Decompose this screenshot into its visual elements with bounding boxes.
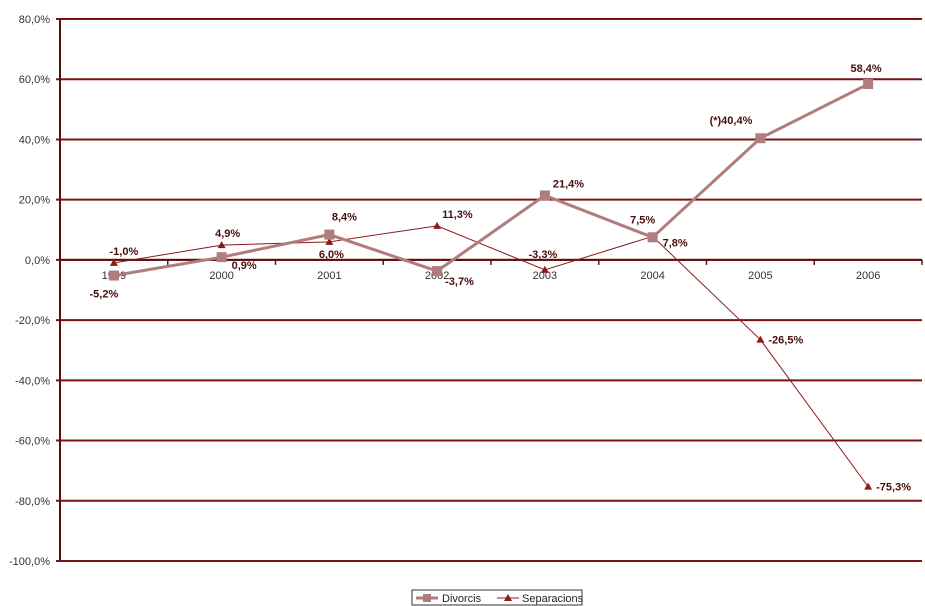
separacions-data-label: -26,5% bbox=[768, 335, 803, 347]
y-tick-label: -100,0% bbox=[9, 556, 50, 568]
divorcis-data-label: 0,9% bbox=[232, 260, 257, 272]
divorcis-point bbox=[324, 229, 335, 240]
y-tick-label: 80,0% bbox=[19, 14, 50, 26]
separacions-data-label: 11,3% bbox=[442, 209, 473, 221]
divorcis-data-label: -3,7% bbox=[445, 276, 474, 288]
separacions-point bbox=[109, 258, 118, 266]
separacions-point bbox=[217, 241, 226, 249]
x-tick-label: 2003 bbox=[533, 270, 557, 282]
data-labels: -5,2% 0,9% 8,4% -3,7% 21,4% 7,5% (*)40,4% 58,4%… bbox=[90, 63, 912, 494]
separacions-data-label: 6,0% bbox=[319, 249, 344, 261]
gridlines bbox=[56, 18, 922, 562]
divorcis-point bbox=[647, 232, 658, 243]
separacions-point bbox=[756, 335, 765, 343]
legend: Divorcis Separacions bbox=[411, 589, 584, 606]
x-tick-label: 2006 bbox=[856, 270, 880, 282]
divorcis-data-label: (*)40,4% bbox=[710, 115, 753, 127]
y-tick-label: 60,0% bbox=[19, 74, 50, 86]
legend-separacions-label: Separacions bbox=[522, 593, 584, 605]
divorcis-point bbox=[108, 270, 119, 281]
y-tick-label: 20,0% bbox=[19, 195, 50, 207]
series-line-divorcis bbox=[113, 82, 869, 278]
separacions-point bbox=[325, 237, 334, 245]
divorcis-data-label: 21,4% bbox=[553, 178, 584, 190]
divorcis-data-label: 58,4% bbox=[851, 63, 882, 75]
y-axis: -100,0% -80,0% -60,0% -40,0% -20,0% 0,0% 20,0%… bbox=[9, 14, 61, 568]
divorcis-point bbox=[432, 266, 443, 277]
divorcis-point bbox=[216, 252, 227, 263]
separacions-point bbox=[864, 482, 873, 490]
y-tick-label: -60,0% bbox=[15, 436, 50, 448]
separacions-point bbox=[433, 221, 442, 229]
y-tick-label: 0,0% bbox=[25, 255, 50, 267]
separacions-point bbox=[540, 265, 549, 273]
y-tick-label: -80,0% bbox=[15, 496, 50, 508]
divorcis-data-label: 8,4% bbox=[332, 212, 357, 224]
divorcis-point bbox=[755, 133, 766, 144]
legend-divorcis-label: Divorcis bbox=[442, 593, 482, 605]
legend-separacions-marker bbox=[504, 594, 512, 601]
divorcis-point bbox=[539, 190, 550, 201]
x-tick-label: 2000 bbox=[209, 270, 233, 282]
y-tick-label: 40,0% bbox=[19, 134, 50, 146]
series-layer bbox=[108, 79, 874, 490]
separacions-data-label: 7,8% bbox=[663, 237, 688, 249]
divorcis-data-label: 7,5% bbox=[630, 214, 655, 226]
divorcis-data-label: -5,2% bbox=[90, 289, 119, 301]
separacions-data-label: -1,0% bbox=[110, 246, 139, 258]
y-tick-label: -20,0% bbox=[15, 315, 50, 327]
separacions-data-label: -75,3% bbox=[876, 482, 911, 494]
y-tick-label: -40,0% bbox=[15, 375, 50, 387]
series-line-separacions bbox=[113, 225, 869, 487]
separacions-data-label: -3,3% bbox=[529, 249, 558, 261]
x-tick-label: 2004 bbox=[640, 270, 664, 282]
x-tick-label: 2005 bbox=[748, 270, 772, 282]
legend-divorcis-marker bbox=[423, 594, 431, 602]
separacions-data-label: 4,9% bbox=[215, 228, 240, 240]
x-tick-label: 2001 bbox=[317, 270, 341, 282]
divorcis-point bbox=[863, 79, 874, 90]
